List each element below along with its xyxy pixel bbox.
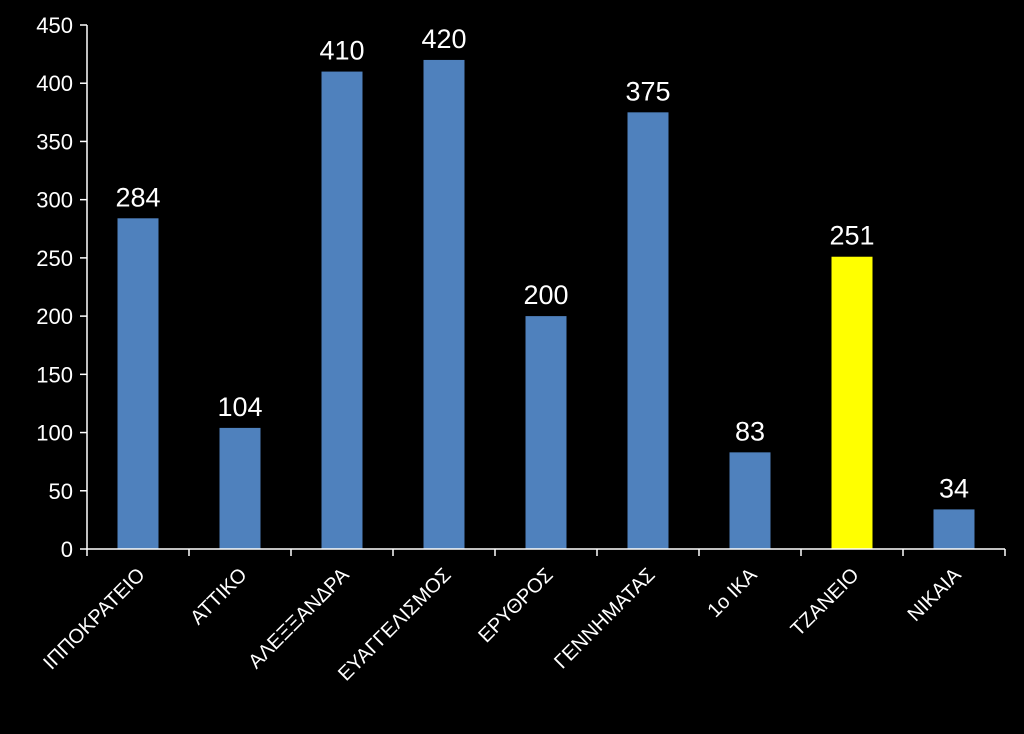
data-label: 375: [625, 76, 670, 106]
y-tick-label: 400: [36, 71, 73, 96]
y-tick-label: 350: [36, 129, 73, 154]
bar: [423, 59, 465, 549]
bar: [933, 509, 975, 549]
y-tick-label: 250: [36, 246, 73, 271]
data-label: 284: [115, 182, 160, 212]
data-label: 104: [217, 392, 262, 422]
y-tick-label: 200: [36, 304, 73, 329]
y-tick-label: 150: [36, 362, 73, 387]
y-tick-label: 50: [49, 479, 73, 504]
data-label: 420: [421, 24, 466, 54]
bar: [729, 452, 771, 549]
data-label: 410: [319, 36, 364, 66]
data-label: 83: [735, 416, 765, 446]
bar: [219, 427, 261, 549]
data-label: 251: [829, 221, 874, 251]
bar: [117, 218, 159, 549]
data-labels-group: 284 104 410 420 200 375 83 251 34: [115, 24, 969, 503]
bar: [525, 316, 567, 549]
data-label: 34: [939, 473, 969, 503]
bar: [627, 112, 669, 549]
y-tick-label: 0: [61, 537, 73, 562]
y-axis: 0 50 100 150 200 250 300 350 400 450: [36, 13, 88, 562]
y-tick-label: 300: [36, 188, 73, 213]
y-tick-label: 450: [36, 13, 73, 38]
data-label: 200: [523, 280, 568, 310]
bar: [321, 71, 363, 550]
bars-group: [117, 59, 975, 550]
bar: [831, 256, 873, 549]
y-tick-label: 100: [36, 421, 73, 446]
